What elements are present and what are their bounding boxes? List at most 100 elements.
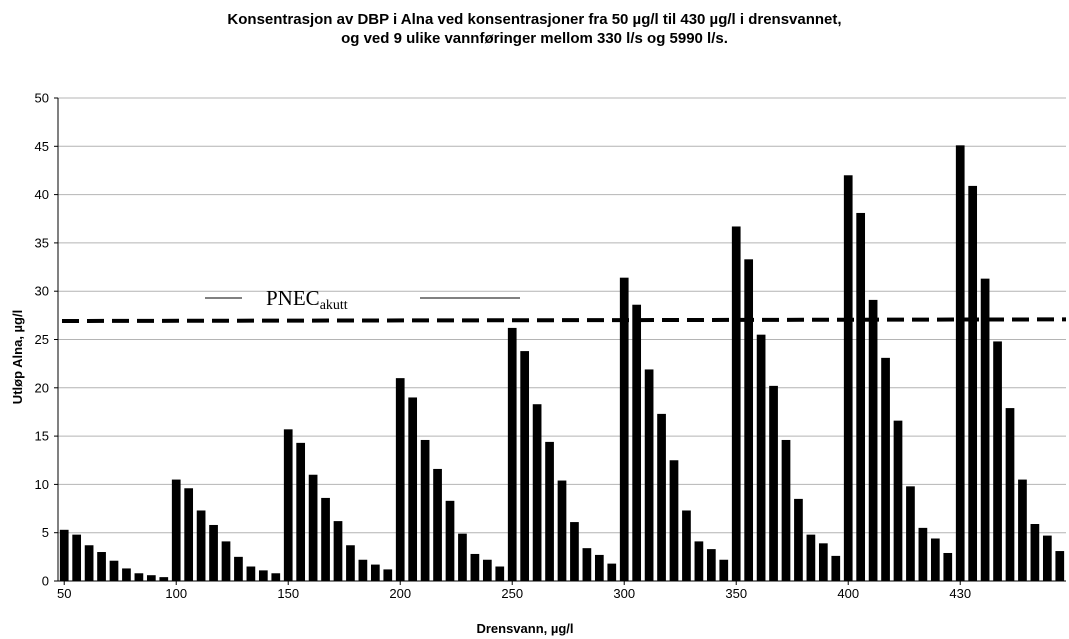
axes: 0 5 10 15 20 25 30 35 40 45 50 50 100 150 200 250 300 350…: [35, 91, 1066, 601]
bar: [993, 341, 1002, 581]
bar: [682, 510, 691, 581]
bar: [669, 460, 679, 581]
bar: [806, 534, 816, 581]
bar: [744, 259, 754, 581]
bar: [769, 385, 778, 581]
bar: [719, 559, 729, 581]
x-tick-label: 50: [57, 586, 71, 601]
x-tick-label: 350: [725, 586, 747, 601]
chart-title-line2: og ved 9 ulike vannføringer mellom 330 l…: [341, 30, 728, 47]
bar: [570, 522, 579, 581]
pnec-reference: PNECakutt: [61, 286, 1067, 323]
bar: [470, 553, 480, 581]
bar: [1018, 479, 1027, 581]
y-tick-label: 10: [35, 477, 49, 492]
bar: [532, 404, 542, 581]
bar: [557, 480, 567, 581]
bar: [72, 534, 82, 581]
bar: [694, 541, 704, 581]
bar: [868, 299, 878, 581]
bar: [881, 357, 890, 581]
x-axis-title: Drensvann, µg/l: [476, 621, 573, 636]
y-tick-label: 20: [35, 380, 49, 395]
x-tick-label: 400: [837, 586, 859, 601]
bar: [794, 498, 803, 581]
bar: [644, 369, 654, 581]
y-tick-label: 5: [42, 525, 49, 540]
bar: [607, 563, 617, 581]
bar: [84, 545, 94, 581]
y-axis-title: Utløp Alna, µg/l: [10, 310, 25, 404]
bar: [146, 575, 156, 581]
pnec-label: PNECakutt: [266, 286, 348, 313]
bar: [296, 442, 306, 581]
bar: [980, 278, 990, 581]
bar: [968, 185, 978, 581]
bar: [321, 497, 330, 581]
bars: [59, 145, 1065, 582]
bar: [395, 378, 405, 581]
bar: [358, 559, 368, 581]
x-tick-label: 250: [501, 586, 523, 601]
bar: [122, 568, 131, 581]
bar: [246, 566, 256, 581]
bar: [1055, 551, 1065, 581]
bar: [458, 533, 467, 581]
y-tick-label: 40: [35, 187, 49, 202]
bar: [918, 527, 928, 581]
bar: [843, 175, 853, 581]
bar: [184, 488, 194, 581]
bar: [234, 556, 243, 581]
bar: [383, 569, 393, 581]
y-tick-label: 50: [35, 91, 49, 106]
bar: [59, 529, 69, 581]
bar: [955, 145, 965, 582]
y-tick-label: 35: [35, 235, 49, 250]
y-tick-label: 0: [42, 574, 49, 589]
bar: [1005, 408, 1015, 581]
x-tick-label: 430: [949, 586, 971, 601]
bar: [781, 439, 791, 581]
x-tick-label: 150: [277, 586, 299, 601]
bar: [594, 554, 604, 581]
y-tick-label: 15: [35, 429, 49, 444]
bar: [420, 439, 430, 581]
bar: [507, 327, 517, 581]
bar: [520, 351, 530, 581]
bar: [818, 543, 828, 581]
bar: [221, 541, 231, 581]
bar: [159, 577, 169, 581]
bar: [482, 559, 492, 581]
bar: [109, 560, 119, 581]
bar: [582, 548, 592, 581]
bar: [408, 397, 418, 581]
bar: [308, 474, 318, 581]
bar: [756, 334, 766, 581]
bar: [943, 552, 953, 581]
bar: [445, 500, 455, 581]
bar: [97, 552, 106, 581]
bar: [706, 549, 716, 581]
chart-title-line1: Konsentrasjon av DBP i Alna ved konsentr…: [227, 11, 842, 28]
x-tick-label: 100: [165, 586, 187, 601]
y-tick-label: 30: [35, 284, 49, 299]
bar: [433, 468, 442, 581]
bar: [632, 304, 642, 581]
x-tick-label: 200: [389, 586, 411, 601]
bar: [906, 486, 915, 581]
bar: [370, 564, 380, 581]
bar: [545, 441, 554, 581]
bar: [495, 566, 505, 581]
y-tick-label: 25: [35, 332, 49, 347]
bar: [1042, 535, 1052, 581]
bar: [731, 226, 741, 581]
bar: [657, 413, 666, 581]
bar: [831, 555, 841, 581]
bar: [333, 521, 343, 581]
bar: [283, 429, 293, 581]
bar: [271, 573, 281, 581]
bar: [893, 420, 903, 581]
bar: [1030, 524, 1040, 581]
x-tick-label: 300: [613, 586, 635, 601]
